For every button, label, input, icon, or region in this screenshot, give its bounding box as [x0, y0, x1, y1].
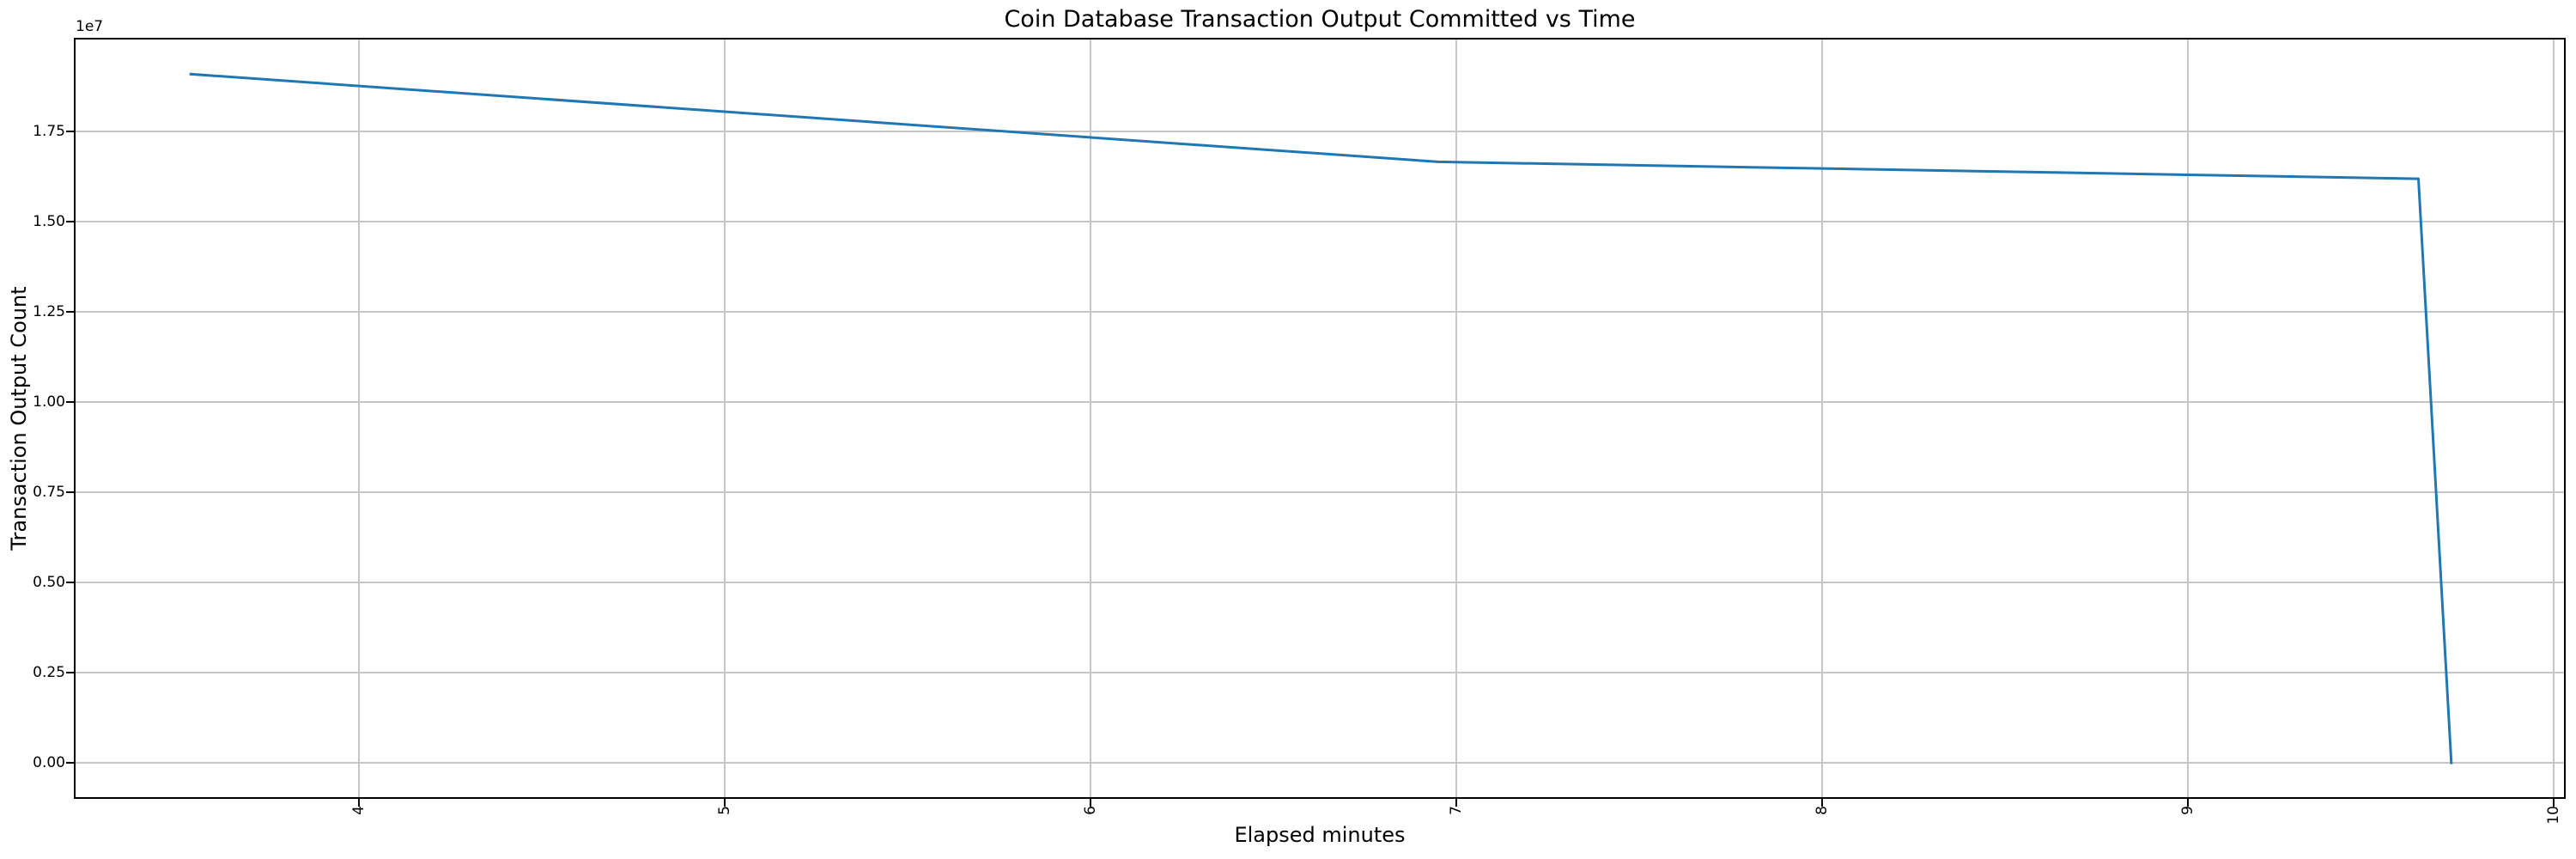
x-tick-mark — [358, 799, 361, 807]
y-gridline — [76, 221, 2564, 223]
x-tick-label: 7 — [1448, 806, 1466, 815]
x-gridline — [2553, 40, 2555, 797]
x-tick-label: 9 — [2179, 806, 2197, 815]
y-tick-mark — [66, 311, 74, 314]
x-tick-mark — [1455, 799, 1458, 807]
x-gridline — [724, 40, 726, 797]
y-tick-label: 1.75 — [33, 123, 65, 141]
x-gridline — [1090, 40, 1092, 797]
x-gridline — [358, 40, 361, 797]
y-tick-label: 0.00 — [33, 754, 65, 772]
y-axis-label: Transaction Output Count — [7, 286, 31, 551]
y-tick-label: 1.50 — [33, 213, 65, 231]
x-gridline — [1455, 40, 1458, 797]
y-gridline — [76, 491, 2564, 494]
y-gridline — [76, 582, 2564, 584]
y-tick-mark — [66, 491, 74, 494]
x-gridline — [1821, 40, 1824, 797]
plot-area — [74, 38, 2566, 799]
x-tick-mark — [1821, 799, 1824, 807]
x-tick-mark — [1090, 799, 1092, 807]
y-gridline — [76, 311, 2564, 314]
y-gridline — [76, 401, 2564, 404]
y-tick-label: 0.75 — [33, 484, 65, 502]
y-axis-offset-label: 1e7 — [76, 18, 104, 35]
y-tick-label: 1.00 — [33, 393, 65, 411]
y-tick-mark — [66, 582, 74, 584]
data-line-svg — [189, 72, 2453, 765]
y-tick-label: 0.50 — [33, 574, 65, 592]
x-tick-label: 10 — [2545, 806, 2563, 825]
x-gridline — [2187, 40, 2190, 797]
x-tick-label: 6 — [1082, 806, 1100, 815]
y-tick-mark — [66, 762, 74, 765]
x-tick-label: 8 — [1814, 806, 1832, 815]
x-tick-label: 5 — [716, 806, 734, 815]
y-tick-label: 1.25 — [33, 303, 65, 321]
x-axis-label: Elapsed minutes — [1234, 823, 1406, 847]
x-tick-mark — [2187, 799, 2190, 807]
y-gridline — [76, 672, 2564, 674]
y-tick-label: 0.25 — [33, 664, 65, 682]
data-line — [189, 72, 2453, 765]
y-tick-mark — [66, 221, 74, 223]
x-tick-mark — [724, 799, 726, 807]
y-tick-mark — [66, 672, 74, 674]
y-gridline — [76, 131, 2564, 133]
y-gridline — [76, 762, 2564, 765]
chart-title: Coin Database Transaction Output Committ… — [1004, 6, 1636, 33]
x-tick-label: 4 — [350, 806, 368, 815]
y-tick-mark — [66, 401, 74, 404]
x-tick-mark — [2553, 799, 2555, 807]
y-tick-mark — [66, 131, 74, 133]
